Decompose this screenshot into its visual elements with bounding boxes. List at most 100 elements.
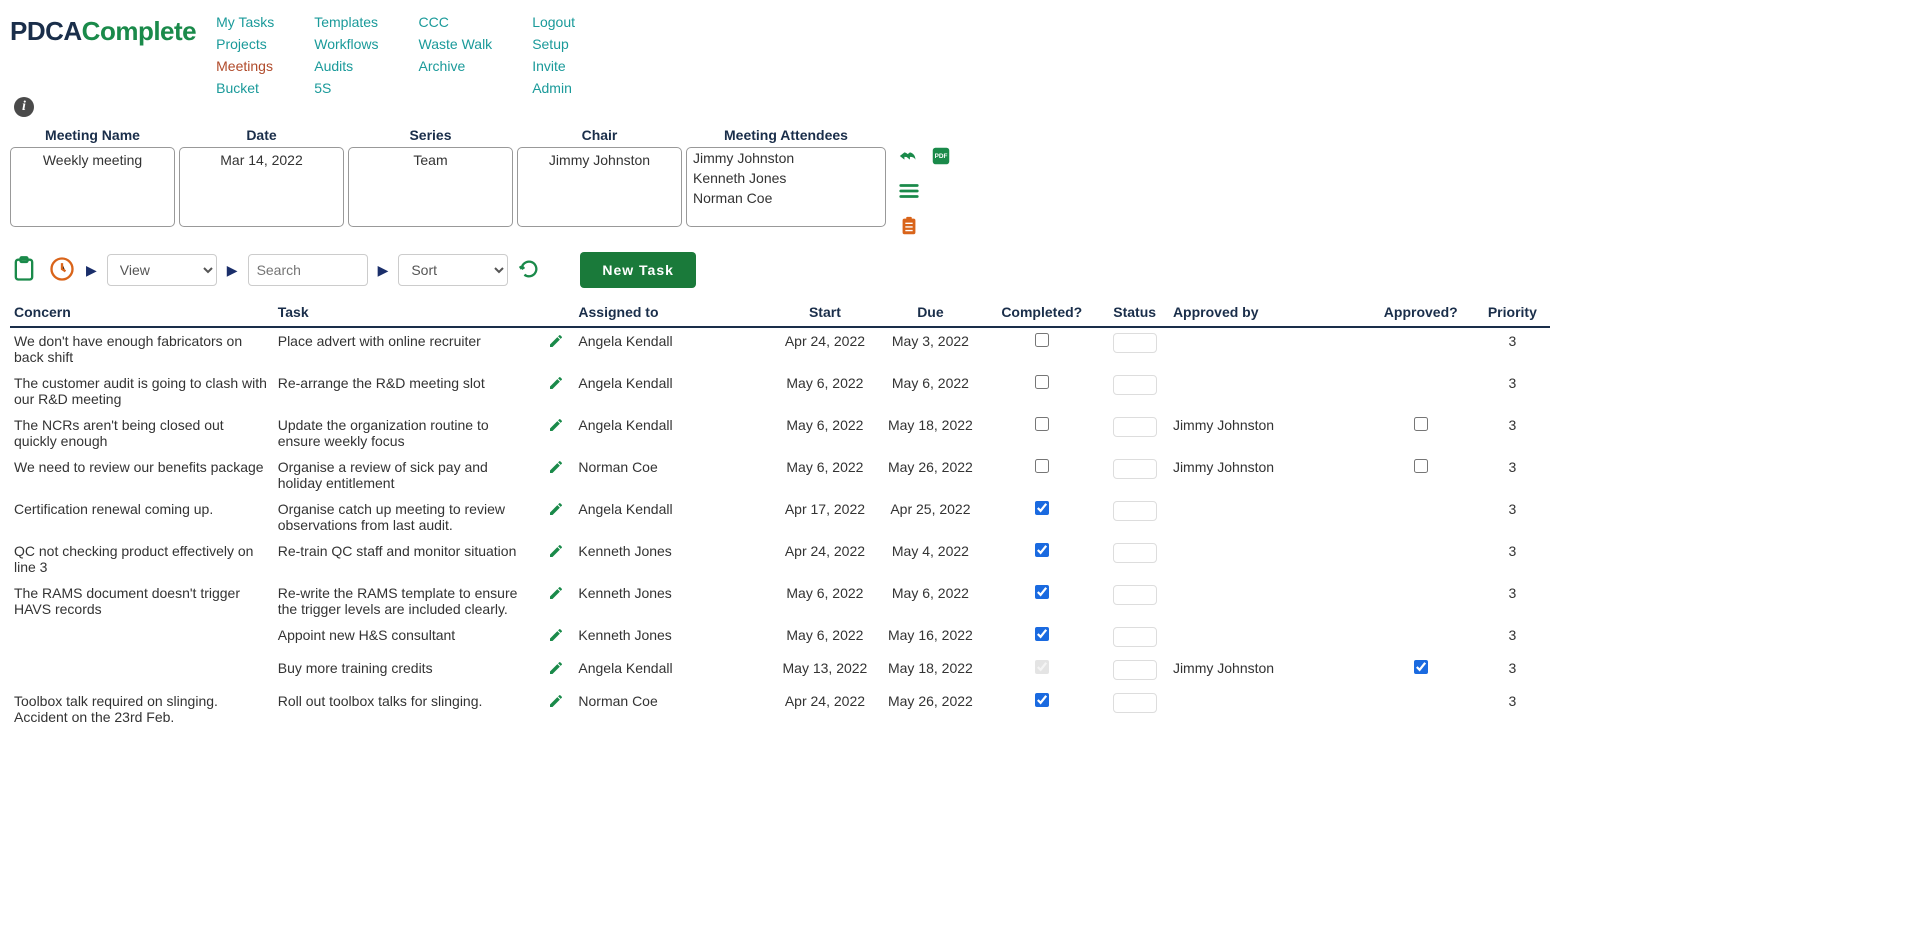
list-icon[interactable] (898, 180, 952, 205)
th-assigned[interactable]: Assigned to (574, 298, 772, 327)
status-box[interactable] (1113, 375, 1157, 395)
cell-approved-by (1169, 327, 1367, 370)
cell-approved-by (1169, 622, 1367, 655)
nav-archive[interactable]: Archive (419, 58, 493, 74)
status-box[interactable] (1113, 501, 1157, 521)
cell-concern: The RAMS document doesn't trigger HAVS r… (10, 580, 274, 622)
approved-checkbox[interactable] (1414, 417, 1428, 431)
edit-icon[interactable] (548, 627, 564, 646)
field-date[interactable]: Mar 14, 2022 (179, 147, 344, 227)
completed-checkbox[interactable] (1035, 627, 1049, 641)
nav-setup[interactable]: Setup (532, 36, 575, 52)
cell-start: May 13, 2022 (772, 655, 877, 688)
cell-concern (10, 622, 274, 655)
edit-icon[interactable] (548, 417, 564, 436)
cell-due: May 26, 2022 (878, 688, 983, 730)
completed-checkbox[interactable] (1035, 417, 1049, 431)
nav-my-tasks[interactable]: My Tasks (216, 14, 274, 30)
view-select[interactable]: View (107, 254, 217, 286)
clipboard-orange-icon[interactable] (898, 215, 952, 240)
cell-task: Buy more training credits (274, 655, 538, 688)
nav-ccc[interactable]: CCC (419, 14, 493, 30)
pdf-icon[interactable]: PDF (930, 145, 952, 170)
nav-waste-walk[interactable]: Waste Walk (419, 36, 493, 52)
edit-icon[interactable] (548, 333, 564, 352)
edit-icon[interactable] (548, 459, 564, 478)
cell-assigned: Angela Kendall (574, 327, 772, 370)
play-icon-1[interactable]: ▶ (86, 262, 97, 279)
completed-checkbox[interactable] (1035, 543, 1049, 557)
th-start[interactable]: Start (772, 298, 877, 327)
th-priority[interactable]: Priority (1475, 298, 1550, 327)
nav-projects[interactable]: Projects (216, 36, 274, 52)
nav-meetings[interactable]: Meetings (216, 58, 274, 74)
cell-start: May 6, 2022 (772, 454, 877, 496)
cell-start: Apr 24, 2022 (772, 538, 877, 580)
field-attendees[interactable]: Jimmy JohnstonKenneth JonesNorman Coe (686, 147, 886, 227)
label-chair: Chair (517, 125, 682, 147)
th-completed[interactable]: Completed? (983, 298, 1100, 327)
nav-bucket[interactable]: Bucket (216, 80, 274, 96)
status-box[interactable] (1113, 417, 1157, 437)
approved-checkbox[interactable] (1414, 660, 1428, 674)
clipboard-icon[interactable] (10, 255, 38, 286)
completed-checkbox[interactable] (1035, 375, 1049, 389)
new-task-button[interactable]: New Task (580, 252, 696, 288)
nav-templates[interactable]: Templates (314, 14, 378, 30)
completed-checkbox[interactable] (1035, 501, 1049, 515)
status-box[interactable] (1113, 585, 1157, 605)
attendee-item[interactable]: Jimmy Johnston (687, 148, 885, 168)
table-row: The customer audit is going to clash wit… (10, 370, 1550, 412)
status-box[interactable] (1113, 333, 1157, 353)
nav-workflows[interactable]: Workflows (314, 36, 378, 52)
th-approved-by[interactable]: Approved by (1169, 298, 1367, 327)
info-icon[interactable]: i (14, 97, 34, 117)
edit-icon[interactable] (548, 543, 564, 562)
field-series[interactable]: Team (348, 147, 513, 227)
edit-icon[interactable] (548, 375, 564, 394)
completed-checkbox[interactable] (1035, 459, 1049, 473)
status-box[interactable] (1113, 693, 1157, 713)
cell-due: May 4, 2022 (878, 538, 983, 580)
approved-checkbox[interactable] (1414, 459, 1428, 473)
play-icon-2[interactable]: ▶ (227, 262, 238, 279)
status-box[interactable] (1113, 459, 1157, 479)
nav-admin[interactable]: Admin (532, 80, 575, 96)
field-chair[interactable]: Jimmy Johnston (517, 147, 682, 227)
th-due[interactable]: Due (878, 298, 983, 327)
cell-priority: 3 (1475, 655, 1550, 688)
edit-icon[interactable] (548, 501, 564, 520)
field-meeting-name[interactable]: Weekly meeting (10, 147, 175, 227)
play-icon-3[interactable]: ▶ (378, 262, 389, 279)
attendee-item[interactable]: Norman Coe (687, 188, 885, 208)
top-nav: My Tasks Projects Meetings Bucket Templates… (216, 8, 575, 96)
search-input[interactable] (248, 254, 368, 286)
edit-icon[interactable] (548, 660, 564, 679)
status-box[interactable] (1113, 660, 1157, 680)
edit-icon[interactable] (548, 585, 564, 604)
completed-checkbox[interactable] (1035, 660, 1049, 674)
reply-all-icon[interactable] (898, 145, 920, 170)
nav-audits[interactable]: Audits (314, 58, 378, 74)
th-approved[interactable]: Approved? (1367, 298, 1475, 327)
cell-concern: Certification renewal coming up. (10, 496, 274, 538)
status-box[interactable] (1113, 543, 1157, 563)
cell-approved-by: Jimmy Johnston (1169, 412, 1367, 454)
completed-checkbox[interactable] (1035, 333, 1049, 347)
cell-assigned: Kenneth Jones (574, 538, 772, 580)
nav-5s[interactable]: 5S (314, 80, 378, 96)
sort-select[interactable]: Sort (398, 254, 508, 286)
edit-icon[interactable] (548, 693, 564, 712)
completed-checkbox[interactable] (1035, 585, 1049, 599)
nav-invite[interactable]: Invite (532, 58, 575, 74)
th-task[interactable]: Task (274, 298, 538, 327)
refresh-icon[interactable] (518, 258, 540, 283)
th-status[interactable]: Status (1100, 298, 1169, 327)
status-box[interactable] (1113, 627, 1157, 647)
clock-icon[interactable] (48, 255, 76, 286)
attendee-item[interactable]: Kenneth Jones (687, 168, 885, 188)
th-concern[interactable]: Concern (10, 298, 274, 327)
cell-task: Update the organization routine to ensur… (274, 412, 538, 454)
completed-checkbox[interactable] (1035, 693, 1049, 707)
nav-logout[interactable]: Logout (532, 14, 575, 30)
